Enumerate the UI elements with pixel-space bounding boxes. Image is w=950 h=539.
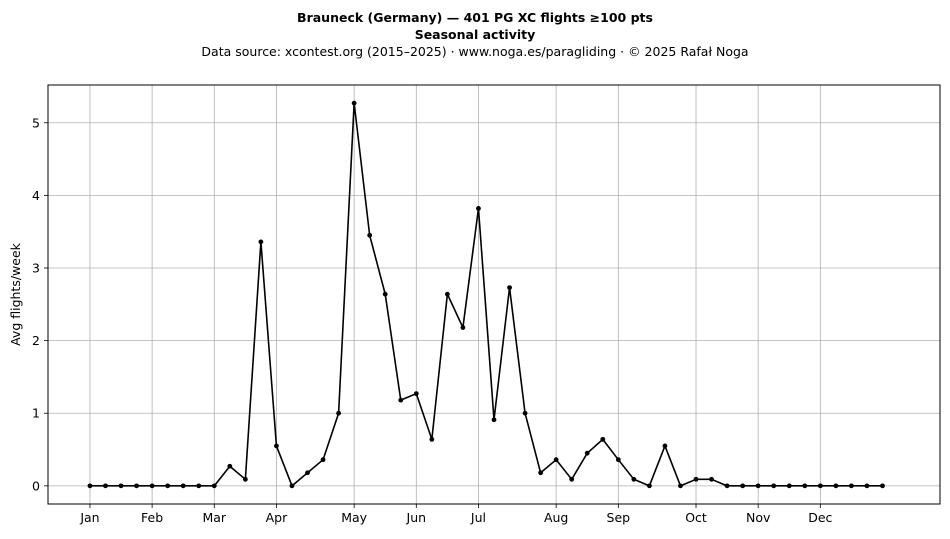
x-tick-label: May xyxy=(341,510,367,525)
data-point xyxy=(802,483,808,489)
y-axis-label: Avg flights/week xyxy=(8,242,23,346)
x-tick-label: Oct xyxy=(685,510,707,525)
data-point xyxy=(507,285,512,291)
data-point xyxy=(678,483,683,489)
data-point xyxy=(771,483,777,489)
data-point xyxy=(227,463,233,469)
data-point xyxy=(180,483,186,489)
x-tick-label: Aug xyxy=(544,510,568,525)
chart-title: Brauneck (Germany) — 401 PG XC flights ≥… xyxy=(297,10,653,25)
data-point xyxy=(305,470,310,476)
data-point xyxy=(289,483,295,489)
data-point xyxy=(444,291,450,297)
x-tick-label: Sep xyxy=(607,510,631,525)
data-point xyxy=(149,483,155,489)
data-point xyxy=(118,483,124,489)
data-point xyxy=(351,100,357,106)
data-point xyxy=(211,483,217,489)
data-point xyxy=(367,232,373,238)
plot-frame xyxy=(47,84,941,505)
data-point xyxy=(833,483,839,489)
data-point xyxy=(242,476,248,482)
data-point xyxy=(476,206,481,211)
data-point xyxy=(413,391,419,397)
data-point xyxy=(538,470,544,476)
data-point xyxy=(693,476,699,482)
x-tick-label: Jun xyxy=(406,510,427,525)
data-point xyxy=(709,476,714,482)
series-line xyxy=(89,102,883,487)
data-point xyxy=(491,417,497,423)
y-tick-label: 4 xyxy=(32,188,40,203)
data-point xyxy=(258,239,264,245)
data-point xyxy=(631,476,637,482)
y-tick-label: 1 xyxy=(32,406,40,421)
x-tick-label: Jul xyxy=(470,510,486,525)
data-point xyxy=(600,436,606,442)
y-tick-label: 3 xyxy=(32,260,40,275)
data-point xyxy=(569,476,575,482)
data-point xyxy=(817,483,823,489)
data-point xyxy=(134,483,139,489)
data-point xyxy=(320,457,326,463)
data-point xyxy=(103,483,108,489)
grid xyxy=(48,85,940,504)
data-point xyxy=(196,483,202,489)
data-point xyxy=(880,483,885,489)
data-point xyxy=(849,483,854,489)
series-layer xyxy=(87,100,885,489)
x-tick-label: Jan xyxy=(79,510,99,525)
data-point xyxy=(864,483,870,489)
data-point xyxy=(553,457,559,463)
data-point xyxy=(755,483,761,489)
data-point xyxy=(165,483,171,489)
x-tick-label: Dec xyxy=(808,510,832,525)
data-point xyxy=(87,483,93,489)
axis-ticks: Jan Feb Mar Apr May Jun Jul Aug Sep Oct Nov Dec 0 1 2 3… xyxy=(32,115,833,525)
data-point xyxy=(274,443,279,449)
data-point xyxy=(522,410,528,416)
data-point xyxy=(724,483,730,489)
x-tick-label: Mar xyxy=(202,510,226,525)
x-tick-label: Nov xyxy=(746,510,771,525)
data-point xyxy=(429,436,435,442)
data-point xyxy=(647,483,652,489)
data-point xyxy=(662,443,668,449)
y-tick-label: 0 xyxy=(32,478,40,493)
data-point xyxy=(740,483,746,489)
y-tick-label: 2 xyxy=(32,333,40,348)
data-point xyxy=(615,457,621,463)
data-point xyxy=(398,397,404,403)
chart-source: Data source: xcontest.org (2015–2025) · … xyxy=(201,44,749,59)
data-point xyxy=(460,325,466,330)
data-point xyxy=(336,410,341,416)
x-tick-label: Apr xyxy=(266,510,288,525)
y-tick-label: 5 xyxy=(32,115,40,130)
x-tick-label: Feb xyxy=(141,510,163,525)
data-point xyxy=(786,483,792,489)
chart-subtitle: Seasonal activity xyxy=(414,27,536,42)
data-point xyxy=(382,291,388,297)
data-point xyxy=(584,450,590,456)
